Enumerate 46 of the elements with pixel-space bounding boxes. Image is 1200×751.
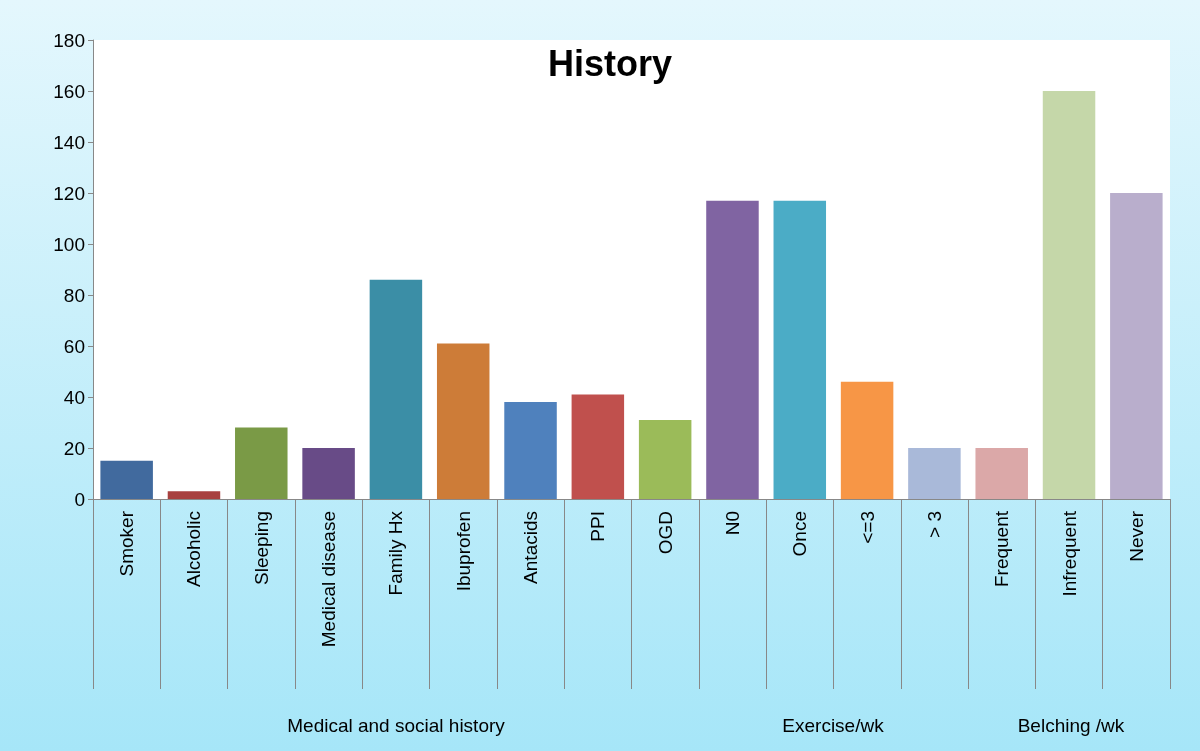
bar xyxy=(571,394,625,499)
y-tick-label: 80 xyxy=(63,284,85,306)
x-tick-label: Antacids xyxy=(520,511,542,584)
text: Medical and social history xyxy=(287,714,506,736)
bar xyxy=(908,448,961,499)
y-tick-label: 0 xyxy=(74,488,85,510)
y-tick-label: 20 xyxy=(63,437,85,459)
y-tick-label: 180 xyxy=(53,29,85,51)
x-tick-label: Smoker xyxy=(116,510,138,577)
y-tick-label: 40 xyxy=(63,386,85,408)
y-tick-label: 140 xyxy=(53,131,85,153)
y-tick-label: 60 xyxy=(63,335,85,357)
bar xyxy=(773,200,827,499)
bar xyxy=(638,419,692,499)
x-tick-label: Infrequent xyxy=(1058,510,1080,597)
x-tick-label: Sleeping xyxy=(250,511,272,585)
x-tick-label: PPI xyxy=(587,511,609,542)
x-tick-label: N0 xyxy=(721,511,743,536)
bar xyxy=(100,460,153,499)
x-tick-label: > 3 xyxy=(923,511,945,538)
bar xyxy=(436,343,490,499)
bar xyxy=(1110,193,1163,499)
bar xyxy=(706,200,759,499)
bar xyxy=(235,427,288,499)
chart-title: History xyxy=(547,42,673,84)
x-tick-label: OGD xyxy=(654,511,676,555)
x-tick-label: Family Hx xyxy=(385,510,407,596)
text: Belching /wk xyxy=(1017,714,1125,736)
x-tick-label: Never xyxy=(1125,510,1147,562)
x-tick-label: Medical disease xyxy=(318,511,340,648)
x-tick-label: Once xyxy=(789,511,811,557)
bar xyxy=(975,448,1028,499)
y-tick-label: 160 xyxy=(53,80,85,102)
bar xyxy=(840,381,894,499)
bar xyxy=(167,491,221,499)
bar xyxy=(1042,91,1096,499)
bar xyxy=(369,279,423,499)
bar xyxy=(302,448,355,499)
x-tick-label: Ibuprofen xyxy=(452,511,474,592)
text: Exercise/wk xyxy=(782,714,885,736)
y-tick-label: 120 xyxy=(53,182,85,204)
bar xyxy=(504,402,557,499)
x-tick-label: <=3 xyxy=(856,511,878,544)
x-tick-label: Alcoholic xyxy=(183,511,205,588)
x-tick-label: Frequent xyxy=(991,510,1013,588)
y-tick-label: 100 xyxy=(53,233,85,255)
